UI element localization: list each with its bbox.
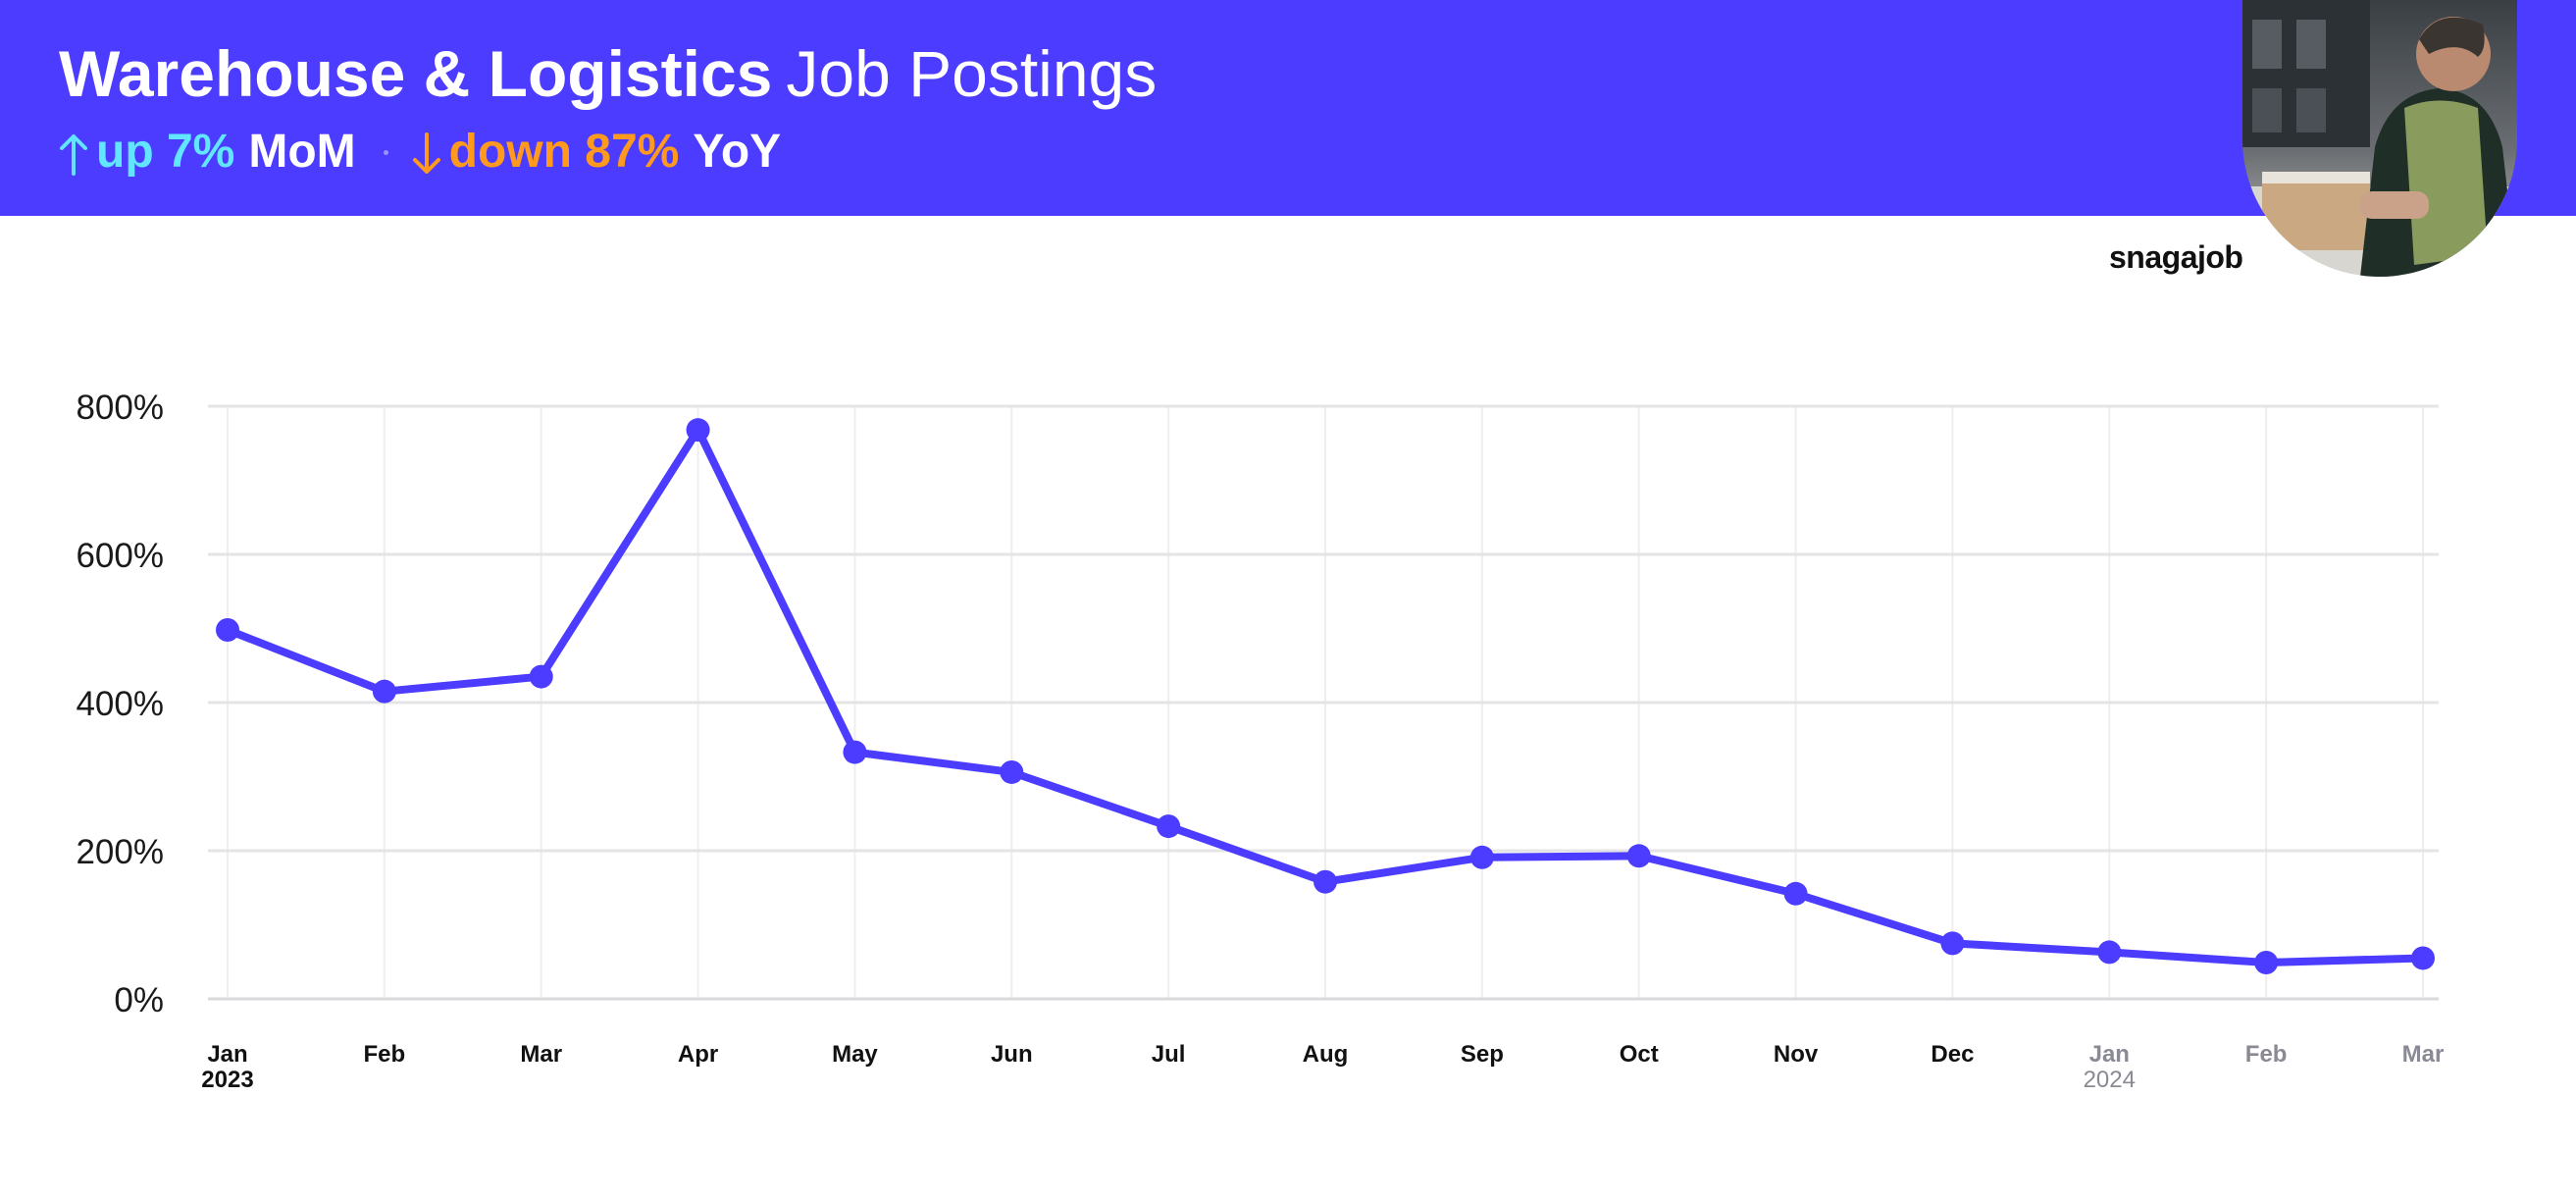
arrow-up-icon (57, 118, 90, 186)
mom-value: up 7% (96, 126, 235, 178)
x-tick-label: Nov (1774, 1041, 1819, 1068)
data-point (1940, 931, 1965, 956)
worker-photo (2242, 0, 2517, 277)
x-tick-label: Jan (207, 1041, 247, 1068)
brand-logo: snagajob (2109, 239, 2243, 275)
y-axis: 0% 200% 400% 600% 800% (76, 389, 164, 1019)
x-tick-label: Dec (1931, 1041, 1974, 1068)
data-point (529, 664, 553, 689)
data-point (1314, 869, 1337, 894)
data-point (1783, 881, 1808, 906)
data-point (1000, 759, 1024, 784)
x-tick-label: Feb (2245, 1041, 2288, 1068)
x-tick-label: Apr (678, 1041, 718, 1068)
x-year-label: 2023 (201, 1067, 253, 1093)
mom-label: MoM (248, 126, 356, 178)
x-tick-label: Feb (364, 1041, 406, 1068)
data-point (686, 418, 710, 443)
x-tick-label: Aug (1303, 1041, 1349, 1068)
page-title: Warehouse & Logistics Job Postings (59, 29, 1157, 118)
x-tick-label: Jul (1152, 1041, 1186, 1068)
data-point (2254, 951, 2279, 975)
data-point (1469, 845, 1494, 869)
data-point (372, 679, 396, 704)
title-light: Job Postings (786, 37, 1158, 110)
data-point (2411, 946, 2435, 970)
x-tick-label: Mar (520, 1041, 562, 1068)
x-tick-label: Mar (2402, 1041, 2445, 1068)
series (216, 418, 2435, 975)
x-tick-label: Sep (1461, 1041, 1504, 1068)
arrow-down-icon (410, 118, 443, 186)
header-banner (0, 0, 2576, 216)
y-tick-label: 400% (76, 685, 164, 723)
y-tick-label: 200% (76, 833, 164, 871)
grid (208, 404, 2439, 1001)
x-tick-label: May (832, 1041, 878, 1068)
trend-summary: up 7% MoM down 87% YoY (57, 118, 781, 186)
y-tick-label: 800% (76, 389, 164, 427)
y-tick-label: 600% (76, 537, 164, 575)
y-tick-label: 0% (114, 981, 164, 1019)
x-tick-label: Oct (1620, 1041, 1659, 1068)
data-point (2097, 940, 2122, 965)
x-tick-label: Jan (2089, 1041, 2130, 1068)
yoy-label: YoY (693, 126, 782, 178)
x-tick-label: Jun (991, 1041, 1033, 1068)
x-year-label: 2024 (2084, 1067, 2136, 1093)
data-point (843, 740, 867, 764)
data-point (1626, 844, 1651, 868)
separator-dot (383, 149, 388, 155)
data-point (1157, 814, 1181, 839)
data-point (216, 618, 239, 643)
yoy-value: down 87% (448, 126, 680, 178)
title-bold: Warehouse & Logistics (59, 37, 773, 110)
